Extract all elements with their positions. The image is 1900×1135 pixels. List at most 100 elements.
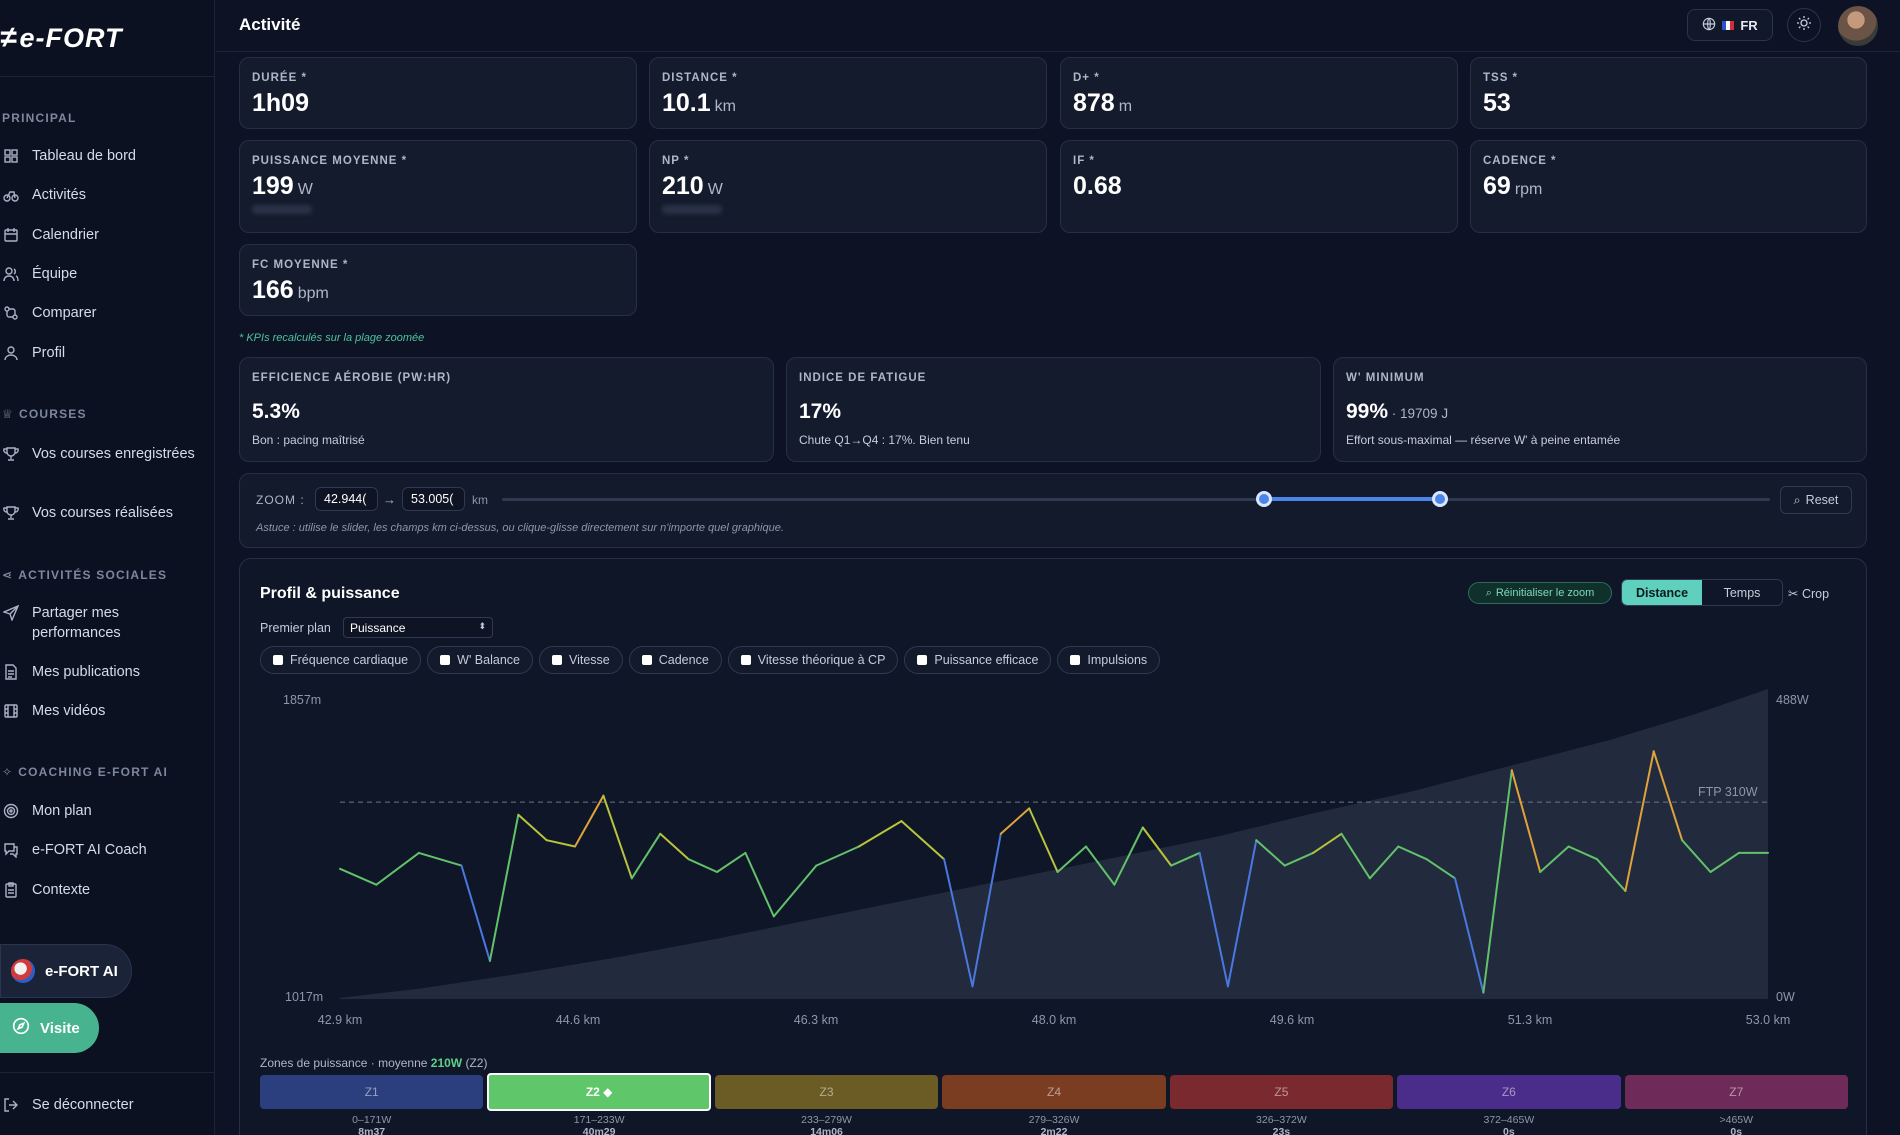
chip-cp-speed[interactable]: Vitesse théorique à CP [727, 646, 899, 674]
zoom-to-input[interactable]: 53.005( [402, 487, 465, 511]
ai-button-label: e-FORT AI [45, 962, 118, 980]
zoom-from-input[interactable]: 42.944( [315, 487, 378, 511]
sidebar-item-saved-races[interactable]: Vos courses enregistrées [2, 444, 207, 464]
reset-zoom-label: Réinitialiser le zoom [1495, 587, 1595, 599]
zoom-hint: Astuce : utilise le slider, les champs k… [256, 522, 784, 534]
sidebar-item-profile[interactable]: Profil [2, 343, 207, 363]
magnifier-icon: ⌕ [1793, 492, 1801, 507]
crop-button[interactable]: ✂ Crop [1788, 586, 1829, 601]
checkbox[interactable] [273, 655, 283, 665]
sidebar-item-done-races[interactable]: Vos courses réalisées [2, 503, 207, 523]
grid-icon [2, 146, 20, 166]
chip-label: W' Balance [457, 653, 520, 667]
sidebar-item-videos[interactable]: Mes vidéos [2, 701, 207, 721]
zoom-unit: km [472, 493, 488, 507]
sparkle-icon: ✧ [2, 765, 14, 779]
sidebar-item-context[interactable]: Contexte [2, 880, 207, 900]
select-caret-icon: ⬍ [478, 621, 486, 631]
power-zone[interactable]: Z5 [1169, 1075, 1394, 1109]
kpi-value: 1h09 [252, 89, 624, 118]
crop-label: Crop [1801, 587, 1830, 601]
top-bar: Activité FR [216, 0, 1900, 52]
power-zone[interactable]: Z1 [260, 1075, 484, 1109]
zoom-reset-button[interactable]: ⌕ Reset [1780, 486, 1852, 514]
chip-w-balance[interactable]: W' Balance [427, 646, 533, 674]
chip-speed[interactable]: Vitesse [538, 646, 623, 674]
zoom-slider-range[interactable] [1264, 497, 1441, 501]
metric-value: 99% · 19709 J [1346, 400, 1854, 424]
profile-power-chart[interactable]: FTP 310W 1857m 1017m 488W 0W 42.9 km 44.6 km 46… [240, 689, 1868, 1049]
power-segment [1170, 851, 1201, 867]
power-zone[interactable]: Z6 [1397, 1075, 1621, 1109]
sidebar-item-dashboard[interactable]: Tableau de bord [2, 146, 207, 166]
sidebar-item-compare[interactable]: Comparer [2, 303, 207, 323]
metric-number: 17% [799, 400, 842, 423]
chip-label: Vitesse [568, 653, 610, 667]
power-segment [1454, 877, 1485, 994]
chip-effective-power[interactable]: Puissance efficace [904, 646, 1052, 674]
mode-distance-button[interactable]: Distance [1622, 580, 1702, 605]
language-button[interactable]: FR [1687, 9, 1773, 41]
section-title: PRINCIPAL [2, 111, 77, 125]
zoom-slider-start-handle[interactable] [1256, 491, 1273, 507]
user-avatar[interactable] [1838, 6, 1878, 46]
kpi-value: 166 bpm [252, 276, 624, 305]
trophy-icon [2, 503, 20, 523]
power-segment [659, 832, 690, 861]
theme-toggle-button[interactable] [1787, 8, 1821, 42]
sidebar-item-calendar[interactable]: Calendrier [2, 225, 207, 245]
sidebar-item-share[interactable]: Partager mes performances [2, 603, 207, 643]
users-icon [2, 264, 20, 284]
chip-cadence[interactable]: Cadence [628, 646, 722, 674]
logout-button[interactable]: Se déconnecter [2, 1095, 207, 1115]
reset-zoom-button[interactable]: ⌕ Réinitialiser le zoom [1468, 582, 1612, 604]
kpi-number: 210 [662, 172, 704, 200]
panel-title: Profil & puissance [260, 585, 400, 602]
power-zone[interactable]: Z3 [714, 1075, 939, 1109]
kpi-number: 1h09 [252, 89, 309, 117]
visit-button[interactable]: Visite [0, 1003, 99, 1053]
zone-time: 40m29 [582, 1126, 616, 1135]
mode-time-button[interactable]: Temps [1723, 585, 1761, 600]
sidebar-item-plan[interactable]: Mon plan [2, 801, 207, 821]
sidebar-item-team[interactable]: Équipe [2, 264, 207, 284]
zoom-slider-end-handle[interactable] [1432, 491, 1449, 507]
power-zone[interactable]: Z2 ◆ [487, 1073, 711, 1111]
power-zone[interactable]: Z7 [1624, 1075, 1848, 1109]
power-segment [1056, 845, 1087, 873]
profile-power-panel: Profil & puissance ⌕ Réinitialiser le zoo… [239, 558, 1867, 1135]
checkbox[interactable] [740, 655, 751, 665]
power-segment [687, 858, 718, 873]
section-title: COURSES [18, 407, 87, 421]
power-segment [943, 858, 974, 988]
power-zone[interactable]: Z4 [942, 1075, 1166, 1109]
app-logo[interactable]: ≠ e-FORT [0, 18, 122, 58]
checkbox[interactable] [551, 655, 562, 665]
efort-ai-button[interactable]: e-FORT AI [0, 944, 132, 998]
sidebar-item-publications[interactable]: Mes publications [2, 662, 207, 682]
elevation-area [340, 689, 1768, 999]
x-tick-label: 46.3 km [794, 1013, 838, 1027]
checkbox[interactable] [917, 655, 928, 665]
zoom-slider-track[interactable] [502, 498, 1770, 501]
power-segment [1028, 807, 1059, 873]
sidebar-item-activities[interactable]: Activités [2, 185, 207, 205]
chip-impulses[interactable]: Impulsions [1057, 646, 1161, 674]
sidebar-item-label: Mon plan [32, 803, 92, 819]
checkbox[interactable] [1070, 655, 1081, 665]
kpi-number: 199 [252, 172, 294, 200]
zoom-bar: ZOOM : 42.944( → 53.005( km ⌕ Reset Astuc… [239, 473, 1867, 548]
kpi-value: 199 W [252, 172, 624, 201]
section-title: ACTIVITÉS SOCIALES [18, 568, 168, 582]
power-segment [815, 845, 860, 867]
foreground-select[interactable]: Puissance ⬍ [343, 617, 493, 638]
checkbox[interactable] [440, 655, 451, 665]
sidebar-item-ai-coach[interactable]: e-FORT AI Coach [2, 840, 207, 860]
power-segment [999, 807, 1031, 835]
chip-heart-rate[interactable]: Fréquence cardiaque [260, 646, 422, 674]
scissors-icon: ✂ [1788, 587, 1799, 601]
kpi-value: 69 rpm [1483, 172, 1854, 201]
power-segment [488, 813, 520, 962]
kpi-unit: rpm [1514, 181, 1543, 198]
checkbox[interactable] [641, 655, 652, 665]
